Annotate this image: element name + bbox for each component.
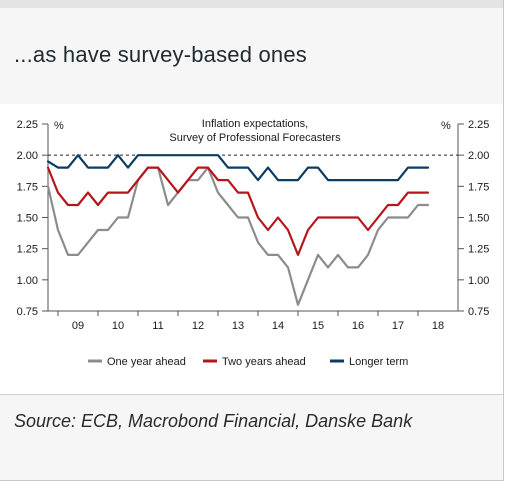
x-tick-label: 17 bbox=[392, 320, 404, 332]
chart-area: 2.25 2.25 2.00 2.00 1.75 1.75 1.50 1.50 1.25 1.25… bbox=[0, 104, 503, 394]
y-tick-label-left: 1.75 bbox=[17, 181, 38, 193]
x-tick-label: 13 bbox=[232, 320, 244, 332]
series-lines bbox=[46, 154, 430, 306]
series-line-3 bbox=[46, 154, 430, 182]
x-tick-label: 10 bbox=[112, 320, 124, 332]
chart-title: Inflation expectations, bbox=[202, 118, 308, 130]
x-tick-label: 12 bbox=[192, 320, 204, 332]
x-tick-label: 09 bbox=[72, 320, 84, 332]
y-tick-label-right: 1.25 bbox=[468, 244, 489, 256]
y-tick-label-left: 0.75 bbox=[17, 306, 38, 318]
y-unit-left: % bbox=[54, 120, 64, 132]
y-tick-label-left: 2.00 bbox=[17, 150, 38, 162]
y-tick-label-right: 2.25 bbox=[468, 119, 489, 131]
legend-label: Two years ahead bbox=[222, 356, 306, 368]
line-chart: 2.25 2.25 2.00 2.00 1.75 1.75 1.50 1.50 1.25 1.25… bbox=[17, 118, 490, 368]
source-area: Source: ECB, Macrobond Financial, Danske… bbox=[0, 395, 503, 480]
y-tick-label-right: 1.50 bbox=[468, 213, 489, 225]
y-tick-label-left: 2.25 bbox=[17, 119, 38, 131]
y-tick-label-left: 1.25 bbox=[17, 244, 38, 256]
legend-label: One year ahead bbox=[107, 356, 186, 368]
x-tick-label: 16 bbox=[352, 320, 364, 332]
header: ...as have survey-based ones bbox=[0, 8, 503, 104]
axes: 2.25 2.25 2.00 2.00 1.75 1.75 1.50 1.50 1.25 1.25… bbox=[17, 119, 490, 332]
y-unit-right: % bbox=[441, 120, 451, 132]
series-line-1 bbox=[46, 166, 430, 306]
legend: One year ahead Two years ahead Longer term bbox=[88, 356, 408, 368]
top-bar bbox=[0, 0, 503, 8]
x-tick-label: 11 bbox=[152, 320, 163, 332]
page-title: ...as have survey-based ones bbox=[14, 42, 307, 67]
y-tick-label-right: 2.00 bbox=[468, 150, 489, 162]
legend-label: Longer term bbox=[349, 356, 408, 368]
y-tick-label-left: 1.00 bbox=[17, 275, 38, 287]
y-tick-label-right: 1.75 bbox=[468, 181, 489, 193]
divider bbox=[0, 394, 503, 395]
x-tick-label: 15 bbox=[312, 320, 324, 332]
source-note: Source: ECB, Macrobond Financial, Danske… bbox=[14, 411, 413, 431]
y-tick-label-left: 1.50 bbox=[17, 213, 38, 225]
x-tick-label: 14 bbox=[272, 320, 284, 332]
y-tick-label-right: 0.75 bbox=[468, 306, 489, 318]
y-tick-label-right: 1.00 bbox=[468, 275, 489, 287]
chart-subtitle: Survey of Professional Forecasters bbox=[169, 132, 341, 144]
x-tick-label: 18 bbox=[432, 320, 444, 332]
series-line-2 bbox=[46, 166, 430, 256]
